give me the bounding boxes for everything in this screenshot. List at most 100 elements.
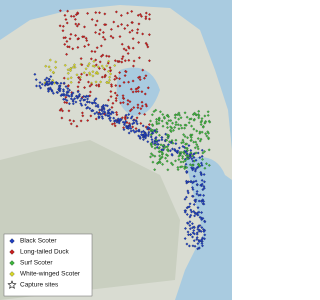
sighting-point <box>103 12 107 16</box>
sighting-point <box>196 147 200 151</box>
sighting-point <box>58 9 62 13</box>
sighting-point <box>124 70 128 74</box>
sighting-point <box>202 186 206 190</box>
sighting-point <box>108 111 111 115</box>
sighting-point <box>173 116 177 120</box>
sighting-point <box>151 129 155 133</box>
sighting-point <box>189 138 193 142</box>
sighting-point <box>55 81 59 85</box>
sighting-point <box>192 209 196 213</box>
sighting-point <box>101 31 105 34</box>
sighting-point <box>203 180 206 184</box>
sighting-point <box>183 126 187 130</box>
sighting-point <box>151 160 155 164</box>
sighting-point <box>97 115 101 119</box>
sighting-point <box>102 110 106 113</box>
sighting-point <box>170 152 174 156</box>
sighting-point <box>169 119 173 123</box>
sighting-point <box>196 151 200 155</box>
sighting-point <box>71 91 75 95</box>
sighting-point <box>66 68 70 72</box>
sighting-point <box>195 129 199 133</box>
sighting-point <box>190 194 194 198</box>
sighting-point <box>192 118 196 122</box>
sighting-point <box>67 94 71 98</box>
sighting-point <box>200 242 204 245</box>
sighting-point <box>47 88 50 92</box>
sighting-point <box>196 206 200 210</box>
sighting-point <box>79 119 83 123</box>
sighting-point <box>83 98 87 102</box>
sighting-point <box>35 84 38 88</box>
sighting-point <box>120 60 124 64</box>
sighting-point <box>149 152 153 156</box>
sighting-point <box>187 205 191 209</box>
sighting-point <box>191 231 195 235</box>
sighting-point <box>147 33 151 37</box>
sighting-point <box>196 137 200 140</box>
sighting-point <box>195 212 199 216</box>
sighting-point <box>120 42 124 46</box>
sighting-point <box>85 39 89 42</box>
legend-label: White-winged Scoter <box>20 271 81 278</box>
sighting-point <box>142 138 145 142</box>
sighting-point <box>185 221 189 225</box>
sighting-point <box>146 140 150 144</box>
sighting-point <box>166 168 170 172</box>
sighting-point <box>199 161 203 165</box>
sighting-point <box>109 90 113 93</box>
sighting-point <box>109 83 113 87</box>
sighting-point <box>94 63 98 67</box>
sighting-point <box>65 101 69 105</box>
sighting-point <box>141 68 145 72</box>
sighting-point <box>69 122 73 126</box>
sighting-point <box>76 37 80 41</box>
sighting-point <box>202 202 206 206</box>
sighting-point <box>62 36 66 40</box>
sighting-point <box>107 54 111 58</box>
sighting-point <box>121 96 125 100</box>
sighting-point <box>189 180 192 184</box>
sighting-point <box>208 120 212 124</box>
sighting-point <box>129 129 133 133</box>
sighting-point <box>122 123 126 127</box>
sighting-point <box>151 131 155 135</box>
sighting-point <box>120 57 124 61</box>
sighting-point <box>87 62 91 66</box>
sighting-point <box>201 244 204 248</box>
legend-label: Surf Scoter <box>20 260 53 267</box>
sighting-point <box>92 59 96 63</box>
sighting-point <box>192 127 196 131</box>
sighting-point <box>62 89 66 93</box>
sighting-point <box>202 173 206 176</box>
sighting-point <box>93 112 97 116</box>
sighting-point <box>74 13 78 17</box>
sighting-point <box>94 31 97 34</box>
sighting-point <box>104 103 108 107</box>
sighting-point <box>184 146 188 150</box>
sighting-point <box>74 100 78 104</box>
sighting-point <box>189 233 193 236</box>
sighting-point <box>172 128 175 132</box>
sighting-point <box>131 129 135 132</box>
sighting-point <box>115 76 119 80</box>
sighting-point <box>124 113 128 117</box>
sighting-point <box>114 118 118 122</box>
sighting-point <box>197 224 201 228</box>
sighting-point <box>149 135 153 139</box>
sighting-point <box>192 203 196 206</box>
sighting-point <box>166 135 170 139</box>
sighting-point <box>143 112 147 116</box>
sighting-point <box>40 82 44 86</box>
sighting-point <box>197 199 201 203</box>
sighting-point <box>165 148 169 152</box>
sighting-point <box>113 77 117 81</box>
sighting-point <box>159 143 163 147</box>
sighting-point <box>98 108 102 112</box>
sighting-point <box>75 73 79 77</box>
map: Black Scoter Long-tailed Duck Surf Scoter W… <box>0 0 232 300</box>
sighting-point <box>153 168 157 172</box>
sighting-point <box>109 27 113 31</box>
sighting-point <box>95 70 99 74</box>
sighting-point <box>192 152 196 156</box>
